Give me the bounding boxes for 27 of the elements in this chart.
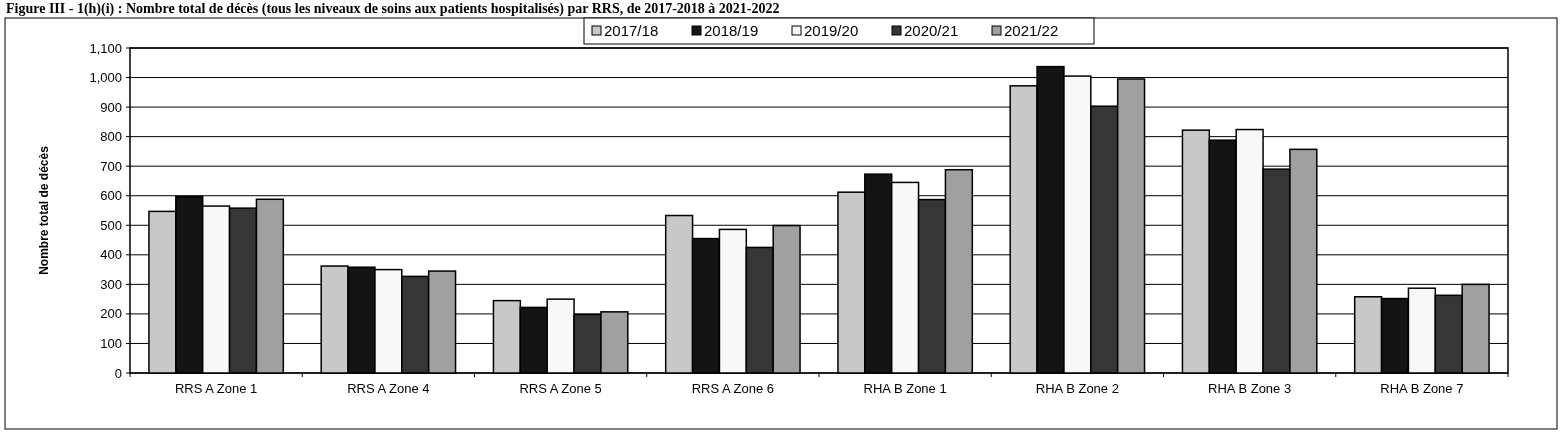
- y-tick-label: 500: [100, 217, 122, 233]
- y-tick-label: 700: [100, 158, 122, 174]
- x-tick-label: RHA B Zone 2: [1035, 381, 1119, 396]
- y-tick-label: 200: [100, 306, 122, 322]
- y-tick-label: 900: [100, 99, 122, 115]
- x-tick-label: RRS A Zone 4: [347, 381, 430, 396]
- chart-title: Figure III - 1(h)(i) : Nombre total de décès (tous les niveaux de soins aux patients hospitalisés) par RRS, de 2017-2018 à 2021-2022: [6, 1, 780, 17]
- x-tick-label: RHA B Zone 3: [1208, 381, 1292, 396]
- x-tick-label: RHA B Zone 7: [1380, 381, 1464, 396]
- y-tick-label: 1,100: [89, 40, 122, 56]
- legend-label: 2018/19: [704, 22, 759, 40]
- y-tick-label: 300: [100, 276, 122, 292]
- legend-label: 2019/20: [804, 22, 859, 40]
- legend-label: 2017/18: [604, 22, 659, 40]
- legend-label: 2021/22: [1004, 22, 1059, 40]
- y-tick-label: 400: [100, 247, 122, 263]
- legend-label: 2020/21: [904, 22, 959, 40]
- y-tick-label: 800: [100, 129, 122, 145]
- x-tick-label: RRS A Zone 1: [174, 381, 258, 396]
- y-axis-title: Nombre total de décès: [37, 145, 51, 275]
- x-tick-label: RRS A Zone 6: [691, 381, 775, 396]
- x-tick-label: RRS A Zone 5: [519, 381, 602, 396]
- y-tick-label: 1,000: [89, 70, 122, 86]
- y-tick-label: 100: [100, 336, 122, 351]
- x-tick-label: RHA B Zone 1: [863, 381, 947, 396]
- y-tick-label: 0: [114, 365, 122, 381]
- y-tick-label: 600: [100, 188, 122, 204]
